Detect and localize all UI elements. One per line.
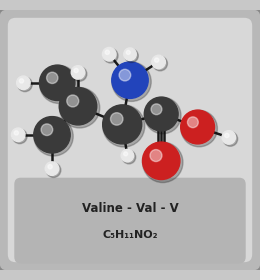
Circle shape bbox=[126, 50, 130, 54]
Circle shape bbox=[223, 132, 238, 146]
Circle shape bbox=[152, 55, 165, 69]
Text: C₅H₁₁NO₂: C₅H₁₁NO₂ bbox=[102, 230, 158, 240]
Circle shape bbox=[124, 152, 128, 156]
Circle shape bbox=[45, 162, 59, 175]
Circle shape bbox=[71, 66, 85, 79]
Circle shape bbox=[59, 88, 100, 128]
Circle shape bbox=[122, 150, 136, 164]
Circle shape bbox=[154, 58, 159, 62]
Circle shape bbox=[151, 104, 162, 115]
Circle shape bbox=[225, 133, 229, 138]
Circle shape bbox=[142, 142, 180, 179]
Circle shape bbox=[150, 150, 162, 162]
Circle shape bbox=[222, 131, 236, 144]
Circle shape bbox=[153, 56, 167, 71]
Circle shape bbox=[34, 116, 70, 153]
FancyBboxPatch shape bbox=[8, 18, 252, 262]
FancyBboxPatch shape bbox=[14, 178, 246, 263]
Circle shape bbox=[110, 113, 123, 125]
Circle shape bbox=[181, 110, 217, 147]
Circle shape bbox=[74, 68, 78, 73]
Circle shape bbox=[102, 47, 116, 61]
Circle shape bbox=[124, 48, 136, 60]
Circle shape bbox=[112, 62, 148, 98]
Circle shape bbox=[187, 117, 198, 128]
Circle shape bbox=[72, 67, 87, 81]
Circle shape bbox=[67, 95, 79, 107]
Circle shape bbox=[12, 129, 27, 144]
Circle shape bbox=[103, 105, 145, 147]
Circle shape bbox=[112, 62, 151, 101]
Circle shape bbox=[103, 48, 118, 63]
Circle shape bbox=[181, 110, 214, 144]
FancyBboxPatch shape bbox=[0, 7, 260, 273]
Circle shape bbox=[105, 50, 109, 55]
Circle shape bbox=[144, 97, 178, 131]
Circle shape bbox=[142, 142, 183, 183]
Circle shape bbox=[47, 72, 58, 83]
Text: Valine - Val - V: Valine - Val - V bbox=[82, 202, 178, 215]
Circle shape bbox=[103, 105, 142, 144]
Circle shape bbox=[40, 65, 75, 101]
Circle shape bbox=[48, 165, 52, 169]
Circle shape bbox=[18, 77, 32, 92]
Circle shape bbox=[17, 76, 30, 90]
Circle shape bbox=[119, 69, 131, 81]
Circle shape bbox=[145, 97, 181, 134]
Circle shape bbox=[14, 131, 18, 135]
Circle shape bbox=[125, 49, 138, 62]
Circle shape bbox=[19, 79, 24, 83]
Circle shape bbox=[11, 128, 25, 142]
Circle shape bbox=[59, 87, 97, 125]
Circle shape bbox=[41, 124, 53, 136]
Circle shape bbox=[121, 149, 134, 162]
Circle shape bbox=[46, 163, 61, 178]
Circle shape bbox=[34, 117, 73, 156]
Circle shape bbox=[40, 65, 78, 103]
